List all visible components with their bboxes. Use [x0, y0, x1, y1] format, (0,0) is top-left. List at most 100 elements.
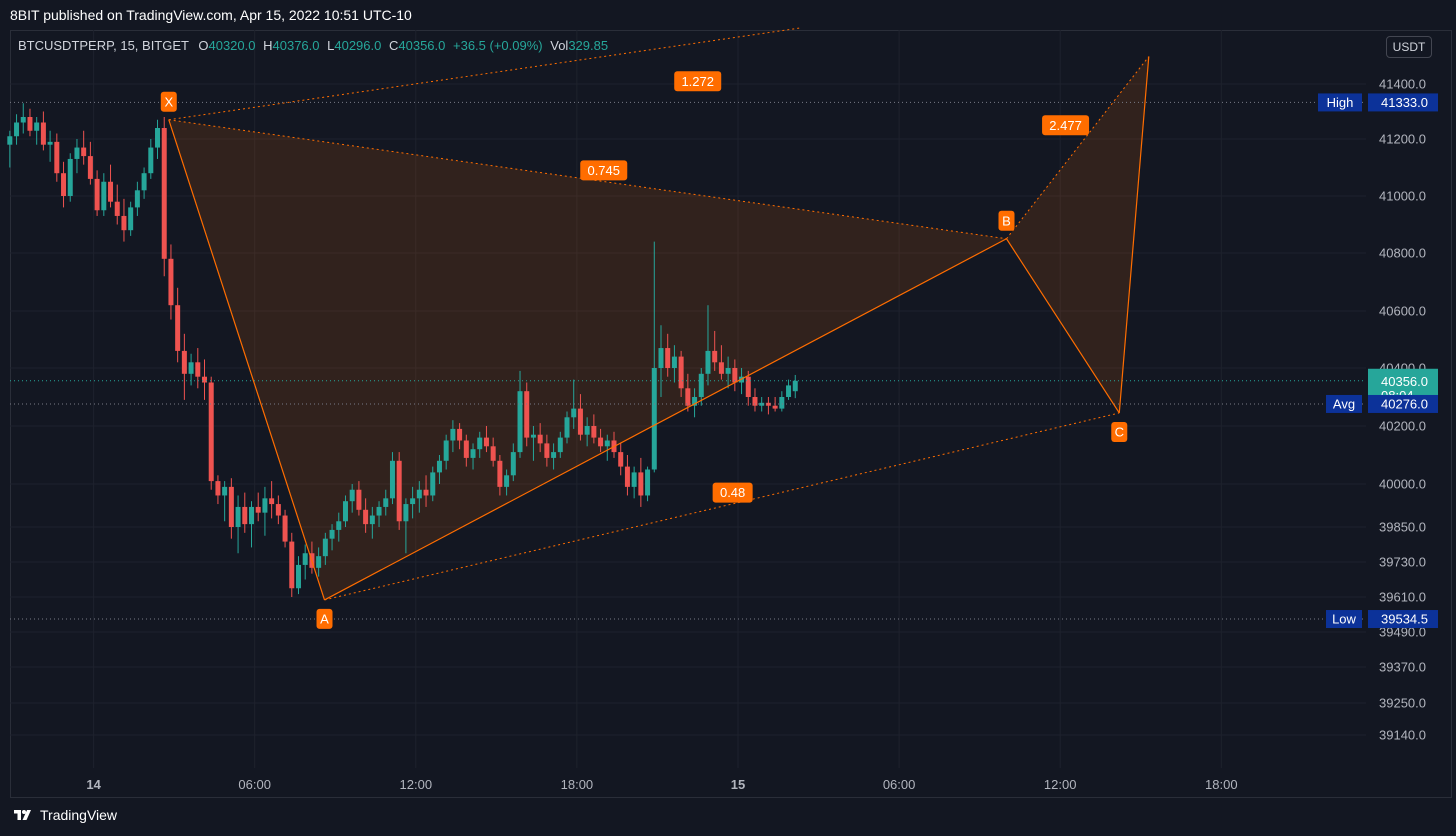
candle [181, 333, 187, 400]
candle-body [470, 449, 476, 458]
price-tick-label: 39250.0 [1379, 696, 1426, 711]
point-label-c: C [1111, 421, 1128, 442]
time-tick-label: 12:00 [400, 777, 433, 792]
candle [27, 108, 33, 137]
candle-body [551, 452, 557, 458]
candle-body [255, 506, 261, 513]
candle-body [504, 475, 510, 487]
candle-body [114, 201, 120, 216]
dotted-line-ac [324, 412, 1120, 601]
candle-body [275, 504, 281, 516]
candle [551, 443, 557, 470]
candle [20, 103, 26, 134]
ratio-label: 2.477 [1042, 115, 1090, 136]
candle [369, 506, 375, 539]
candle [651, 241, 657, 473]
ratio-label: 0.745 [580, 160, 628, 181]
candle-body [128, 207, 134, 231]
candle-body [155, 128, 161, 148]
candle-body [282, 515, 288, 542]
candle-body [477, 437, 483, 450]
currency-unit-button[interactable]: USDT [1386, 36, 1432, 58]
candle-body [745, 376, 751, 397]
time-tick-label: 06:00 [883, 777, 916, 792]
candle [510, 443, 516, 482]
candle [228, 478, 234, 539]
candle [108, 164, 114, 208]
footer: TradingView [0, 798, 1456, 836]
candle [175, 287, 181, 363]
candle-body [175, 305, 181, 351]
candle-body [732, 368, 738, 383]
published-header: 8BIT published on TradingView.com, Apr 1… [0, 0, 1456, 30]
candle [215, 475, 221, 505]
pattern-fill-bcd [1006, 56, 1149, 413]
candle [322, 532, 328, 565]
candle [61, 161, 67, 208]
price-tick-label: 39140.0 [1379, 728, 1426, 743]
open-value: 40320.0 [208, 38, 256, 53]
candle-body [678, 356, 684, 389]
candle-body [396, 460, 402, 522]
close-value: 40356.0 [398, 38, 446, 53]
candle [537, 423, 543, 453]
point-label-bg [998, 210, 1015, 231]
candle-body [322, 538, 328, 557]
candle [336, 512, 342, 542]
time-tick-label: 12:00 [1044, 777, 1077, 792]
candle-body [389, 460, 395, 499]
candle-body [564, 417, 570, 438]
candle [342, 495, 348, 527]
candle [74, 139, 80, 174]
candle [128, 201, 134, 236]
time-tick-label: 14 [86, 777, 101, 792]
candle-body [618, 452, 624, 467]
grid [10, 30, 1366, 768]
tradingview-logo[interactable]: TradingView [12, 807, 117, 823]
candle-body [705, 350, 711, 374]
candle-body [67, 158, 73, 196]
point-label-text: C [1115, 424, 1124, 439]
candle-body [651, 368, 657, 470]
candle-body [148, 147, 154, 174]
price-axis-labels: 41333.0High40356.008:0440276.0Avg39534.5… [1318, 93, 1438, 629]
candle-body [423, 489, 429, 496]
symbol-legend[interactable]: BTCUSDTPERP, 15, BITGET O40320.0 H40376.… [18, 38, 608, 53]
candle [725, 356, 731, 389]
candle-body [544, 443, 550, 458]
time-tick-label: 06:00 [238, 777, 271, 792]
candle [383, 489, 389, 516]
candle [665, 333, 671, 377]
candle-body [248, 506, 254, 525]
candle-body [195, 362, 201, 377]
candle-body [537, 434, 543, 444]
candle [168, 244, 174, 320]
point-label-b: B [998, 210, 1015, 231]
candle [316, 547, 322, 577]
price-axis-label: 39534.5 Low [1326, 610, 1438, 629]
candle [463, 434, 469, 467]
candle [517, 370, 523, 458]
candle [557, 431, 563, 458]
candle-body [47, 141, 53, 145]
close-label: C [388, 38, 399, 53]
candle-body [591, 426, 597, 438]
symbol-name: BTCUSDTPERP, 15, BITGET [18, 38, 189, 53]
candle [671, 345, 677, 383]
candle [604, 434, 610, 461]
dotted-line-xd [168, 27, 801, 121]
candle-body [497, 460, 503, 487]
candle [141, 167, 147, 199]
candle-body [20, 117, 26, 123]
low-label: L [327, 38, 335, 53]
candle-body [765, 402, 771, 406]
pattern-solid-lines [168, 56, 1150, 601]
candle [477, 431, 483, 458]
candle [101, 173, 107, 216]
candle-body [363, 509, 369, 525]
candle [524, 382, 530, 447]
current-price-value: 40356.0 [1381, 374, 1428, 389]
candle-body [665, 348, 671, 368]
candle-body [40, 122, 46, 145]
